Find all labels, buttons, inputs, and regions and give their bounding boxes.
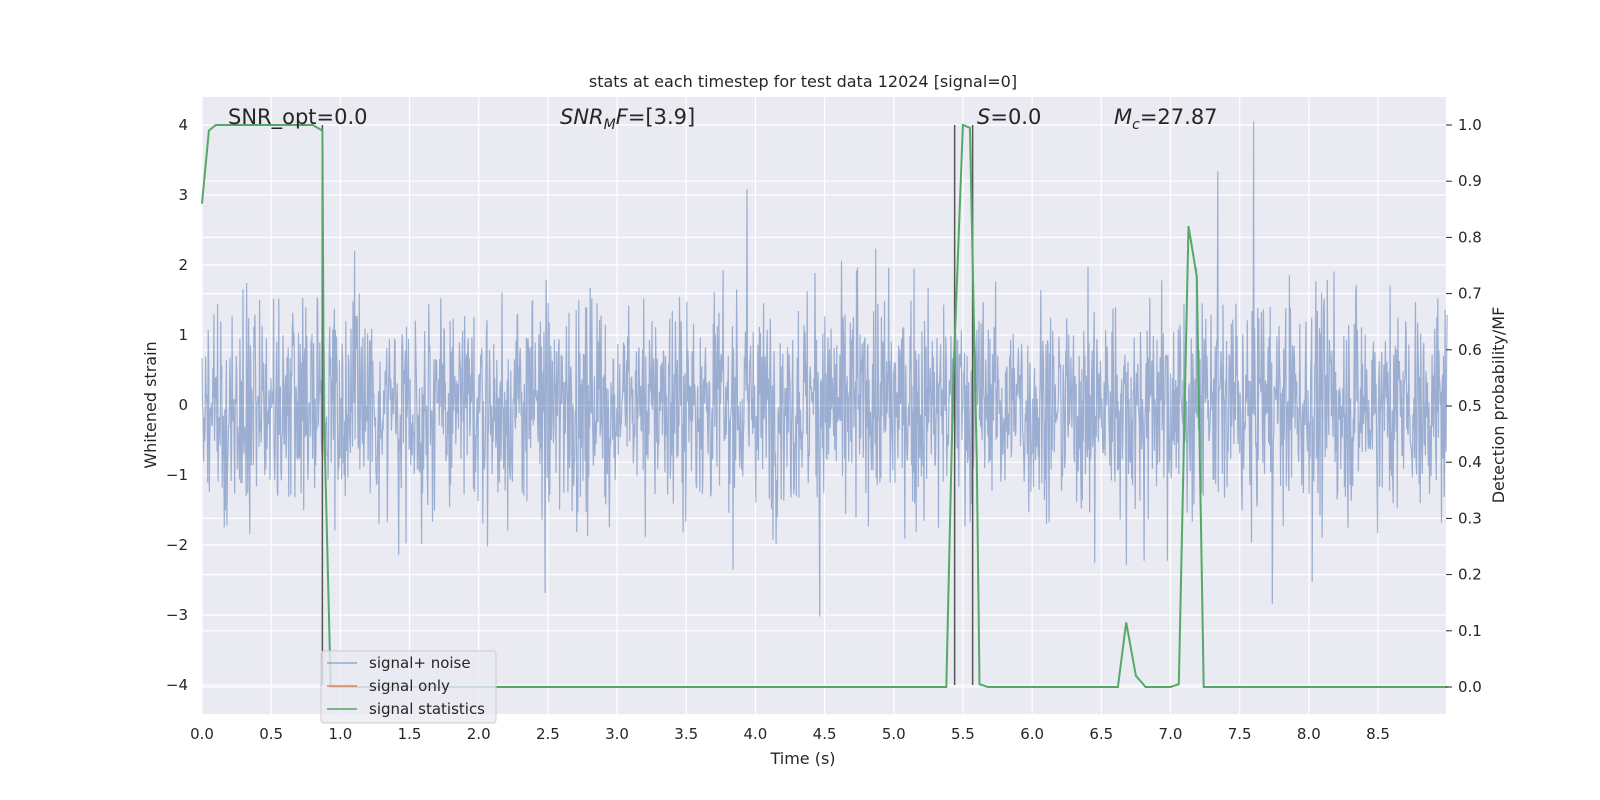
y2-tick-label: 0.9 <box>1458 172 1482 190</box>
legend-label-signal-only: signal only <box>369 677 450 695</box>
annotation-mc-value: =27.87 <box>1140 105 1218 129</box>
y-tick-label: 1 <box>178 326 188 344</box>
annotation-mc: Mc=27.87 <box>1114 105 1218 133</box>
annotation-s: S=0.0 <box>977 105 1041 129</box>
x-tick-label: 2.5 <box>536 725 560 743</box>
y2-tick-label: 0.1 <box>1458 622 1482 640</box>
y2-tick-label: 0.8 <box>1458 228 1482 246</box>
y2-tick-label: 0.4 <box>1458 453 1482 471</box>
x-tick-label: 6.0 <box>1020 725 1044 743</box>
annotation-snr-mf-value: =[3.9] <box>628 105 695 129</box>
legend: signal+ noise signal only signal statist… <box>320 650 497 724</box>
x-tick-label: 2.0 <box>467 725 491 743</box>
x-tick-label: 5.5 <box>951 725 975 743</box>
x-tick-label: 1.5 <box>398 725 422 743</box>
y-tick-label: −1 <box>166 466 188 484</box>
y2-tick-label: 1.0 <box>1458 116 1482 134</box>
y-tick-label: −3 <box>166 606 188 624</box>
x-tick-label: 4.0 <box>743 725 767 743</box>
y-tick-label: −2 <box>166 536 188 554</box>
x-tick-label: 3.5 <box>674 725 698 743</box>
y-tick-label: 3 <box>178 186 188 204</box>
x-tick-label: 8.5 <box>1366 725 1390 743</box>
x-tick-label: 4.5 <box>813 725 837 743</box>
x-axis-label: Time (s) <box>769 749 835 768</box>
y2-tick-label: 0.6 <box>1458 341 1482 359</box>
legend-label-statistics: signal statistics <box>369 700 485 718</box>
x-tick-label: 1.0 <box>328 725 352 743</box>
x-tick-label: 0.0 <box>190 725 214 743</box>
x-tick-label: 3.0 <box>605 725 629 743</box>
y-tick-label: −4 <box>166 676 188 694</box>
x-tick-label: 0.5 <box>259 725 283 743</box>
annotation-s-value: =0.0 <box>990 105 1041 129</box>
y2-tick-label: 0.3 <box>1458 509 1482 527</box>
annotation-snr-mf: SNRMF=[3.9] <box>560 105 695 133</box>
y2-tick-label: 0.5 <box>1458 397 1482 415</box>
y-axis-label: Whitened strain <box>141 341 160 468</box>
y2-tick-label: 0.2 <box>1458 566 1482 584</box>
y2-axis-label: Detection probability/MF <box>1489 307 1508 504</box>
y2-tick-label: 0.0 <box>1458 678 1482 696</box>
x-tick-label: 7.5 <box>1228 725 1252 743</box>
x-tick-label: 8.0 <box>1297 725 1321 743</box>
series-signal-statistics <box>201 123 1448 688</box>
x-tick-label: 7.0 <box>1159 725 1183 743</box>
y-tick-label: 0 <box>178 396 188 414</box>
y-tick-label: 2 <box>178 256 188 274</box>
series-signal-noise <box>201 121 1448 617</box>
y-tick-label: 4 <box>178 116 188 134</box>
annotation-snr-opt: SNR_opt=0.0 <box>228 105 368 130</box>
legend-label-noise: signal+ noise <box>369 654 471 672</box>
y2-tick-label: 0.7 <box>1458 285 1482 303</box>
chart-title: stats at each timestep for test data 120… <box>589 72 1017 91</box>
x-tick-label: 6.5 <box>1089 725 1113 743</box>
x-tick-label: 5.0 <box>882 725 906 743</box>
